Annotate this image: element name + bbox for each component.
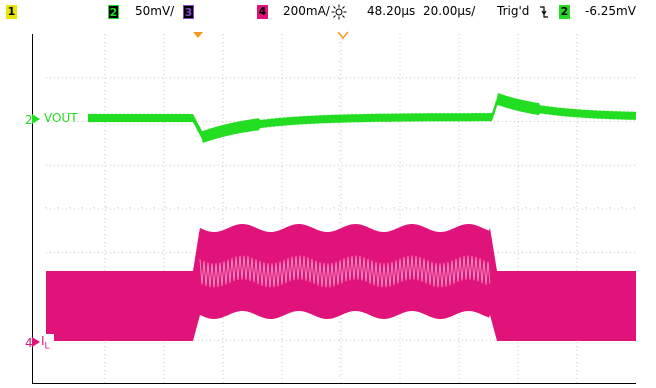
il-trace-label: IL bbox=[41, 334, 54, 352]
channel-2-indicator[interactable]: 2 bbox=[108, 5, 119, 19]
channel-1-indicator[interactable]: 1 bbox=[6, 5, 17, 19]
time-scale: 20.00µs/ bbox=[423, 4, 476, 18]
trigger-level: -6.25mV bbox=[585, 4, 636, 18]
channel-4-indicator[interactable]: 4 bbox=[257, 5, 268, 19]
il-trace-ripple bbox=[199, 255, 491, 288]
trigger-status: Trig'd bbox=[497, 4, 530, 18]
channel-3-number: 3 bbox=[184, 6, 193, 19]
status-bar: 1 2 50mV/ 3 4 200mA/ 48.20µs 20.00µs/ Tr… bbox=[0, 0, 656, 24]
trigger-falling-edge-icon bbox=[540, 6, 548, 18]
time-reference-marker[interactable] bbox=[337, 31, 349, 40]
time-offset: 48.20µs bbox=[367, 4, 416, 18]
trigger-source-indicator[interactable]: 2 bbox=[559, 5, 570, 19]
vout-trace bbox=[87, 93, 637, 143]
channel-4-number: 4 bbox=[258, 5, 267, 18]
channel-2-number: 2 bbox=[109, 6, 118, 19]
il-trace bbox=[46, 224, 636, 341]
channel-4-scale: 200mA/ bbox=[283, 4, 330, 18]
trigger-position-marker[interactable] bbox=[193, 32, 203, 38]
vout-channel-number: 2 bbox=[25, 113, 33, 127]
channel-2-scale: 50mV/ bbox=[135, 4, 175, 18]
time-offset-icon bbox=[331, 4, 347, 20]
vout-trace-envelope bbox=[88, 93, 636, 143]
plot-area-frame bbox=[32, 34, 636, 384]
channel-1-number: 1 bbox=[7, 5, 16, 18]
il-channel-number: 4 bbox=[25, 336, 33, 350]
trigger-source-number: 2 bbox=[560, 5, 569, 18]
il-trace-envelope bbox=[46, 224, 636, 341]
channel-3-indicator[interactable]: 3 bbox=[183, 5, 194, 19]
vout-trace-label: VOUT bbox=[44, 111, 78, 125]
ch2-ground-marker[interactable] bbox=[32, 114, 40, 124]
vout-trace-ripple bbox=[87, 94, 637, 142]
ch4-ground-marker[interactable] bbox=[32, 337, 40, 347]
